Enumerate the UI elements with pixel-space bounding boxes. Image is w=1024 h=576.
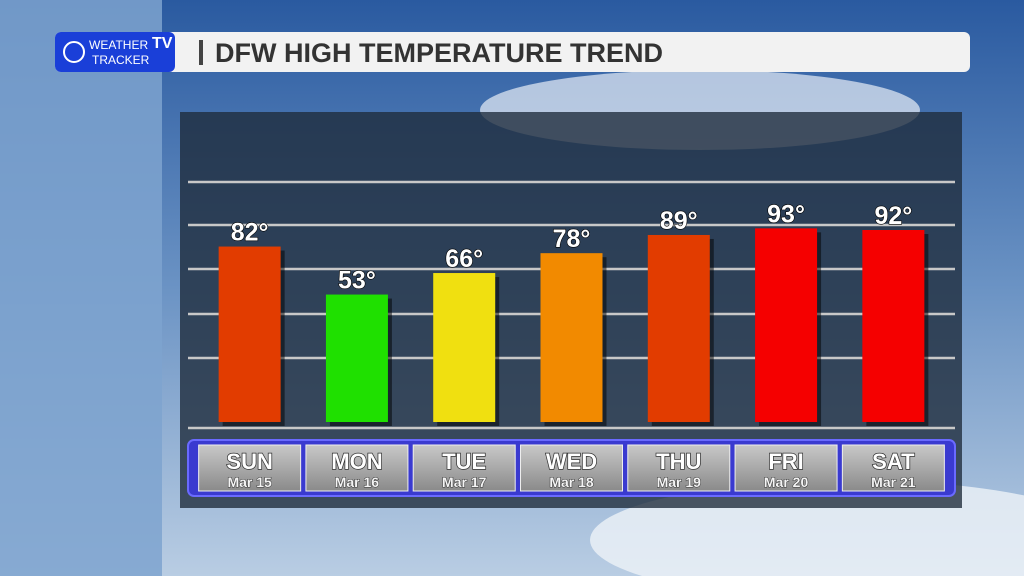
day-label: THU — [656, 449, 701, 474]
value-label: 78° — [553, 225, 591, 253]
logo-text: TV — [152, 35, 173, 52]
date-label: Mar 20 — [764, 474, 809, 490]
day-cell — [627, 444, 731, 492]
day-cell — [305, 444, 409, 492]
chart-title: DFW HIGH TEMPERATURE TREND — [215, 38, 663, 68]
bar — [433, 273, 496, 422]
date-label: Mar 17 — [442, 474, 487, 490]
date-label: Mar 21 — [871, 474, 916, 490]
value-label: 89° — [660, 207, 698, 235]
day-label: MON — [331, 449, 382, 474]
date-label: Mar 19 — [657, 474, 702, 490]
logo-text: WEATHER — [89, 38, 148, 52]
day-label: WED — [546, 449, 597, 474]
day-cell — [198, 444, 302, 492]
day-cell — [734, 444, 838, 492]
value-label: 82° — [231, 219, 269, 247]
day-cell — [520, 444, 623, 492]
logo-box — [55, 32, 175, 72]
date-label: Mar 18 — [549, 474, 594, 490]
logo-text: TRACKER — [92, 53, 150, 67]
day-label: FRI — [768, 449, 803, 474]
date-label: Mar 15 — [227, 474, 272, 490]
side-panel — [0, 0, 162, 576]
value-label: 53° — [338, 267, 376, 295]
bar — [755, 228, 818, 422]
header-bar — [55, 32, 970, 72]
date-label: Mar 16 — [335, 474, 380, 490]
bar — [862, 230, 925, 422]
logo-icon — [63, 41, 85, 63]
bar — [540, 253, 603, 422]
day-label: SUN — [226, 449, 272, 474]
day-label: TUE — [442, 449, 486, 474]
value-label: 66° — [445, 245, 483, 273]
bar — [218, 246, 281, 422]
bar — [647, 234, 710, 422]
day-cell — [412, 444, 516, 492]
value-label: 92° — [874, 202, 912, 230]
day-cell — [841, 444, 945, 492]
bar — [325, 294, 388, 422]
day-label: SAT — [872, 449, 915, 474]
separator — [199, 40, 203, 65]
value-label: 93° — [767, 200, 805, 228]
